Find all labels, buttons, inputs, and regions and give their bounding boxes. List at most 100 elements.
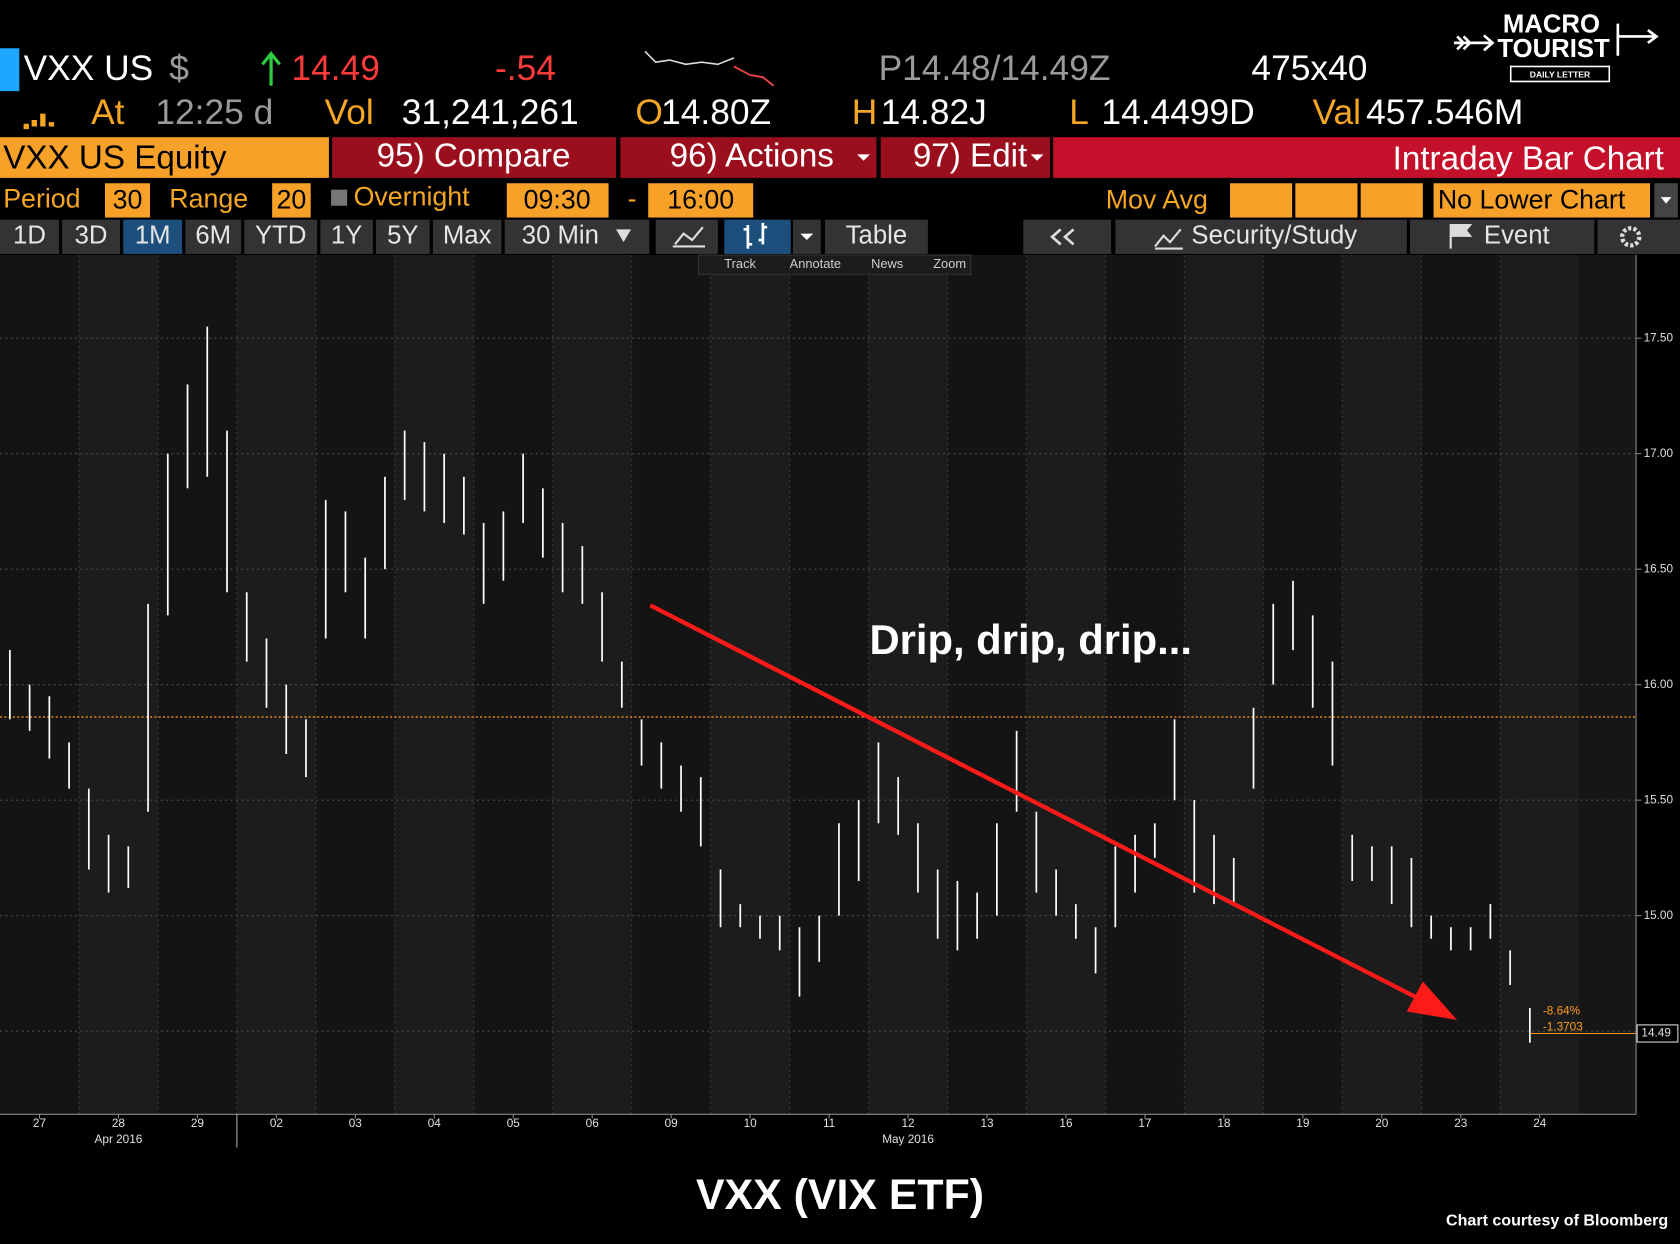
net-change: -.54 <box>495 49 556 88</box>
credit: Chart courtesy of Bloomberg <box>1446 1212 1668 1230</box>
mov-avg: Mov Avg <box>1106 185 1208 215</box>
study-icon <box>1154 228 1183 250</box>
compare[interactable]: 95) Compare <box>377 137 571 174</box>
day-band <box>473 255 553 1115</box>
tab[interactable] <box>320 219 373 254</box>
tab-label[interactable]: 30 Min <box>522 222 599 250</box>
open: 14.80Z <box>661 93 771 132</box>
logo-line2: TOURIST <box>1497 35 1610 63</box>
collapse-icon <box>1050 228 1075 246</box>
logo-box <box>1509 65 1611 83</box>
x-tick-label: 12 <box>902 1117 915 1130</box>
study[interactable]: Security/Study <box>1191 222 1357 250</box>
tab-label[interactable]: 3D <box>75 222 108 250</box>
tab-label[interactable]: 1M <box>135 222 171 250</box>
x-tick-label: 16 <box>1059 1117 1073 1130</box>
toolbar-bg <box>698 254 972 275</box>
dropdown-icon <box>1660 197 1672 204</box>
end-time[interactable]: 16:00 <box>667 185 734 215</box>
edit-button[interactable] <box>880 137 1050 178</box>
tab[interactable] <box>123 219 183 254</box>
edit[interactable]: 97) Edit <box>913 137 1027 174</box>
security[interactable]: VXX US Equity <box>3 139 227 176</box>
lower-chart[interactable]: No Lower Chart <box>1438 185 1626 215</box>
tool[interactable]: Annotate <box>790 256 841 271</box>
input-box[interactable] <box>648 183 754 218</box>
tab-bar: 1D 3D 1M 6M YTD 1Y 5Y Max 30 Min <box>0 219 650 254</box>
tab-label[interactable]: 1D <box>13 222 46 250</box>
gear-icon <box>1620 226 1642 248</box>
event-button[interactable] <box>1410 219 1595 254</box>
event[interactable]: Event <box>1484 222 1550 250</box>
x-tick-label: 19 <box>1296 1117 1309 1130</box>
trend-arrow <box>649 603 1426 1004</box>
input-box[interactable] <box>1295 183 1358 218</box>
tab[interactable] <box>0 219 59 254</box>
range-label: Range <box>169 183 248 213</box>
actions[interactable]: 96) Actions <box>670 137 834 174</box>
x-tick-label: 02 <box>270 1117 283 1130</box>
volume-icon <box>23 113 55 130</box>
value-traded: 457.546M <box>1366 93 1523 132</box>
overnight: Overnight <box>354 181 471 211</box>
x-tick-label: 28 <box>112 1117 126 1130</box>
tool[interactable]: Track <box>724 256 756 271</box>
tab-label[interactable]: 1Y <box>331 222 362 250</box>
table-button[interactable] <box>825 219 928 254</box>
tab-label[interactable]: Max <box>443 222 492 250</box>
start-time[interactable]: 09:30 <box>524 185 591 215</box>
y-tick-label: 16.00 <box>1644 678 1674 691</box>
currency: $ <box>169 49 189 88</box>
period[interactable]: 30 <box>113 185 143 215</box>
table[interactable]: Table <box>846 222 907 250</box>
tool[interactable]: News <box>871 256 903 271</box>
last-price: 14.49 <box>291 49 379 88</box>
size: 475x40 <box>1251 49 1367 88</box>
bid-ask: P14.48/14.49Z <box>879 49 1111 88</box>
day-band <box>552 255 632 1115</box>
input-box[interactable] <box>1360 183 1423 218</box>
lower-chart-box[interactable] <box>1433 183 1650 218</box>
checkbox[interactable] <box>331 189 348 206</box>
dropdown-icon <box>1030 154 1044 161</box>
range[interactable]: 20 <box>277 185 307 215</box>
x-tick-label: 09 <box>665 1117 678 1130</box>
dropdown-icon <box>800 233 814 241</box>
x-tick-label: 18 <box>1217 1117 1231 1130</box>
month-label: Apr 2016 <box>95 1133 143 1146</box>
separator: - <box>628 183 637 213</box>
tool[interactable]: Zoom <box>933 256 966 271</box>
chart-toolbar: Track Annotate News Zoom <box>698 254 972 275</box>
input-box[interactable] <box>506 183 609 218</box>
time: 12:25 d <box>155 93 273 132</box>
low-label: L <box>1069 93 1089 132</box>
tab[interactable] <box>432 219 502 254</box>
tab[interactable] <box>244 219 318 254</box>
plot-area: 14.5015.0015.5016.0016.5017.0017.5027282… <box>0 255 1680 1148</box>
bar-button[interactable] <box>724 219 791 254</box>
x-tick-label: 03 <box>349 1117 363 1130</box>
tab-label[interactable]: 6M <box>195 222 231 250</box>
view-bar <box>1053 137 1680 178</box>
logo-arrow-right <box>1616 23 1659 56</box>
security-box[interactable] <box>0 137 329 178</box>
low: 14.4499D <box>1101 93 1254 132</box>
actions-button[interactable] <box>620 137 877 178</box>
tab[interactable] <box>185 219 242 254</box>
tab[interactable] <box>376 219 430 254</box>
tab[interactable] <box>62 219 120 254</box>
bar-icon <box>743 222 768 249</box>
x-tick-label: 13 <box>980 1117 994 1130</box>
ticker: VXX US <box>24 49 154 88</box>
compare-button[interactable] <box>332 137 617 178</box>
input-box[interactable] <box>272 183 311 218</box>
x-tick-label: 24 <box>1533 1117 1547 1130</box>
tab-label[interactable]: YTD <box>255 222 306 250</box>
collapse-button[interactable] <box>1023 219 1112 254</box>
tab-label[interactable]: 5Y <box>387 222 418 250</box>
change-abs: -1.3703 <box>1543 1021 1583 1034</box>
input-box[interactable] <box>105 183 150 218</box>
input-box[interactable] <box>1230 183 1293 218</box>
day-band <box>1105 255 1185 1115</box>
